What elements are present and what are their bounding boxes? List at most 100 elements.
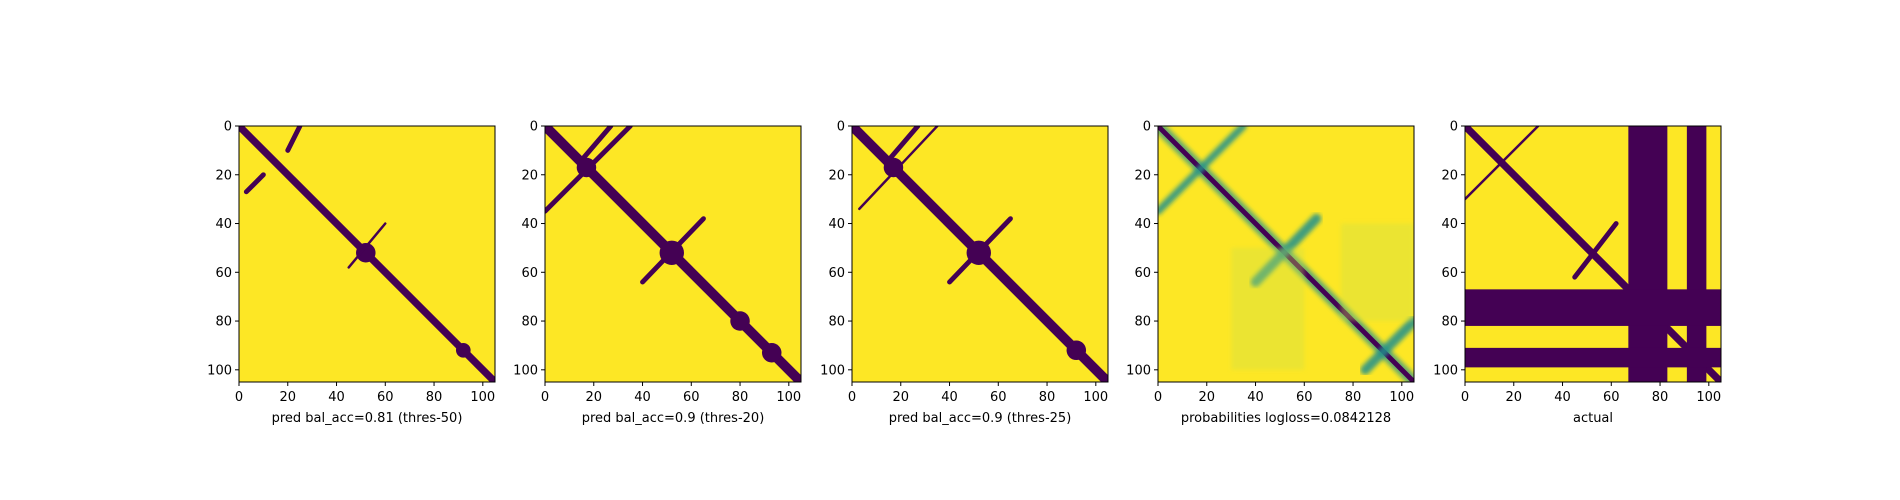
heatmap-image xyxy=(239,126,495,382)
heatmap-vstripe-4 xyxy=(1686,126,1707,382)
y-tick-label: 0 xyxy=(530,120,538,135)
x-tick-label: 60 xyxy=(1603,390,1620,405)
x-tick-label: 80 xyxy=(426,390,443,405)
heatmap-blob-6 xyxy=(730,311,750,331)
y-tick-label: 60 xyxy=(1441,266,1458,281)
x-tick-label: 0 xyxy=(235,390,243,405)
x-tick-label: 40 xyxy=(1554,390,1571,405)
heatmap-image xyxy=(852,126,1108,382)
heatmap-band-segment-2 xyxy=(243,172,266,195)
x-tick-label: 40 xyxy=(328,390,345,405)
heatmap-blob-3 xyxy=(576,157,597,178)
heatmap-soft-band-1 xyxy=(1158,126,1247,215)
y-tick-label: 0 xyxy=(1450,120,1458,135)
x-axis-label: pred bal_acc=0.81 (thres-50) xyxy=(272,411,463,426)
axes-frame xyxy=(851,125,1109,383)
heatmap-band-segment-5 xyxy=(640,216,706,285)
x-tick-label: 80 xyxy=(1039,390,1056,405)
x-tick-label: 40 xyxy=(1247,390,1264,405)
axes-frame xyxy=(544,125,802,383)
heatmap-band-segment-2 xyxy=(1572,221,1619,280)
y-tick-label: 80 xyxy=(1134,315,1151,330)
x-tick-label: 20 xyxy=(1505,390,1522,405)
y-tick-label: 0 xyxy=(1143,120,1151,135)
x-axis-label: actual xyxy=(1573,411,1613,426)
y-tick-label: 100 xyxy=(820,363,845,378)
x-tick-label: 100 xyxy=(776,390,801,405)
heatmap-band-segment-4 xyxy=(347,222,387,269)
y-tick-label: 60 xyxy=(521,266,538,281)
y-tick-label: 80 xyxy=(1441,315,1458,330)
y-tick-label: 100 xyxy=(513,363,538,378)
x-axis-label: pred bal_acc=0.9 (thres-25) xyxy=(889,411,1072,426)
y-tick-label: 60 xyxy=(215,266,232,281)
heatmap-vstripe-3 xyxy=(1628,126,1668,382)
y-tick-label: 80 xyxy=(828,315,845,330)
axes-frame xyxy=(238,125,496,383)
y-tick-label: 100 xyxy=(1126,363,1151,378)
y-tick-label: 100 xyxy=(1433,363,1458,378)
x-tick-label: 0 xyxy=(848,390,856,405)
heatmap-blob-3 xyxy=(883,157,904,178)
y-tick-label: 60 xyxy=(1134,266,1151,281)
x-tick-label: 100 xyxy=(1083,390,1108,405)
y-tick-label: 40 xyxy=(521,217,538,232)
y-tick-label: 80 xyxy=(215,315,232,330)
heatmap-band-segment-1 xyxy=(285,126,303,153)
x-tick-label: 20 xyxy=(585,390,602,405)
heatmap-hstripe-5 xyxy=(1465,289,1721,326)
y-tick-label: 20 xyxy=(1441,168,1458,183)
x-tick-label: 0 xyxy=(1154,390,1162,405)
axes-frame xyxy=(1464,125,1722,383)
heatmap-blob-7 xyxy=(761,342,782,363)
x-axis-label: pred bal_acc=0.9 (thres-20) xyxy=(582,411,765,426)
heatmap-image xyxy=(545,126,801,382)
heatmap-soft-band-3 xyxy=(1360,316,1414,375)
x-tick-label: 60 xyxy=(990,390,1007,405)
x-tick-label: 0 xyxy=(1461,390,1469,405)
heatmap-band-segment-2 xyxy=(579,126,614,163)
heatmap-band-segment-2 xyxy=(886,126,921,163)
x-tick-label: 40 xyxy=(941,390,958,405)
y-tick-label: 40 xyxy=(1134,217,1151,232)
heatmap-image xyxy=(1465,126,1721,382)
axes-frame xyxy=(1157,125,1415,383)
x-tick-label: 0 xyxy=(541,390,549,405)
x-tick-label: 20 xyxy=(1198,390,1215,405)
y-tick-label: 40 xyxy=(215,217,232,232)
heatmap-faint-region-4 xyxy=(1231,247,1305,370)
heatmap-blob-6 xyxy=(1066,340,1087,361)
heatmap-blob-3 xyxy=(356,243,376,263)
y-tick-label: 0 xyxy=(837,120,845,135)
y-tick-label: 60 xyxy=(828,266,845,281)
y-tick-label: 20 xyxy=(215,168,232,183)
heatmap-band-segment-1 xyxy=(1465,126,1540,201)
x-axis-label: probabilities logloss=0.0842128 xyxy=(1181,411,1391,426)
heatmap-faint-region-5 xyxy=(1340,223,1414,322)
x-tick-label: 20 xyxy=(279,390,296,405)
heatmap-band-segment-5 xyxy=(947,216,1013,285)
x-tick-label: 80 xyxy=(1652,390,1669,405)
y-tick-label: 0 xyxy=(224,120,232,135)
heatmap-blob-5 xyxy=(455,342,471,358)
y-tick-label: 40 xyxy=(828,217,845,232)
x-tick-label: 80 xyxy=(1345,390,1362,405)
x-tick-label: 60 xyxy=(683,390,700,405)
y-tick-label: 40 xyxy=(1441,217,1458,232)
heatmap-hstripe-6 xyxy=(1465,347,1721,368)
y-tick-label: 20 xyxy=(828,168,845,183)
x-tick-label: 100 xyxy=(1696,390,1721,405)
y-tick-label: 80 xyxy=(521,315,538,330)
y-tick-label: 20 xyxy=(1134,168,1151,183)
x-tick-label: 20 xyxy=(892,390,909,405)
x-tick-label: 80 xyxy=(732,390,749,405)
y-tick-label: 100 xyxy=(207,363,232,378)
x-tick-label: 100 xyxy=(470,390,495,405)
x-tick-label: 60 xyxy=(377,390,394,405)
